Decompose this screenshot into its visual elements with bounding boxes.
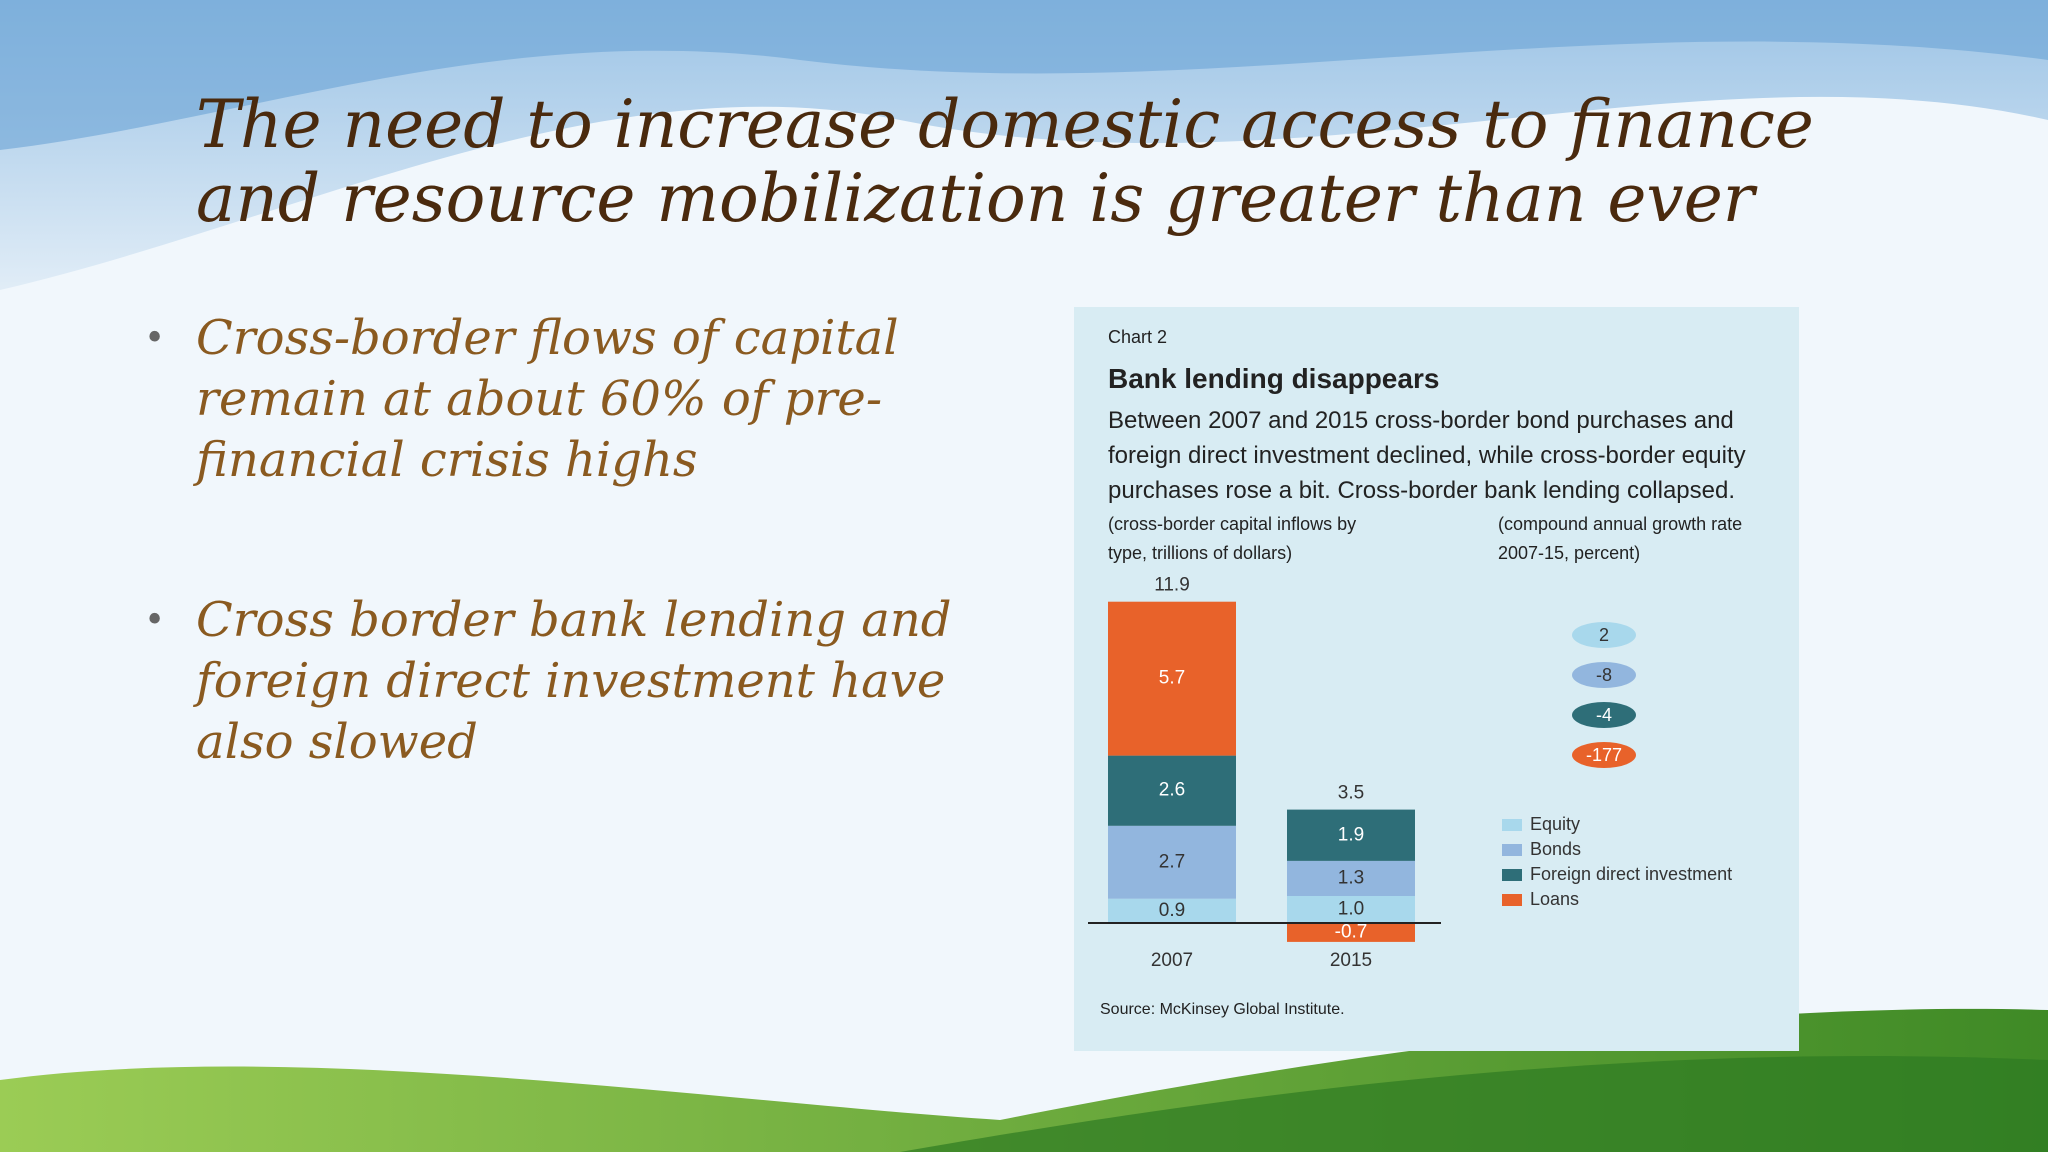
total-label: 3.5	[1338, 783, 1364, 804]
legend-label: Bonds	[1530, 839, 1581, 859]
total-label: 11.9	[1154, 575, 1190, 596]
bar-segment	[1287, 896, 1415, 923]
legend-swatch	[1502, 844, 1522, 856]
x-tick-label: 2015	[1330, 950, 1372, 971]
value-label: 1.9	[1338, 824, 1364, 845]
bar-segment	[1287, 923, 1415, 942]
bar-segment	[1287, 809, 1415, 861]
legend-swatch	[1502, 894, 1522, 906]
left-note: (cross-border capital inflows by type, t…	[1108, 514, 1357, 563]
right-note: (compound annual growth rate 2007-15, pe…	[1498, 514, 1743, 563]
legend-label: Equity	[1530, 814, 1580, 834]
bullet: Cross-border flows of capital remain at …	[144, 308, 996, 491]
growth-label: -4	[1596, 705, 1612, 725]
value-label: 0.9	[1159, 900, 1185, 921]
slide-title: The need to increase domestic access to …	[196, 86, 1814, 237]
growth-label: 2	[1599, 625, 1609, 645]
chart: Chart 2 Bank lending disappears Between …	[1074, 307, 1799, 1051]
bar-segment	[1108, 601, 1236, 756]
growth-label: -8	[1596, 665, 1612, 685]
value-label: 1.0	[1338, 899, 1364, 920]
chart-subtitle: Between 2007 and 2015 cross-border bond …	[1108, 407, 1746, 504]
value-label: -0.7	[1335, 921, 1368, 942]
legend-swatch	[1502, 869, 1522, 881]
value-label: 2.6	[1159, 780, 1185, 801]
growth-marker	[1572, 702, 1636, 728]
x-tick-label: 2007	[1151, 950, 1193, 971]
value-label: 5.7	[1159, 668, 1185, 689]
bullet: Cross border bank lending and foreign di…	[144, 590, 996, 773]
growth-marker	[1572, 662, 1636, 688]
growth-marker	[1572, 622, 1636, 648]
bar-segment	[1108, 898, 1236, 923]
legend-swatch	[1502, 819, 1522, 831]
legend-label: Loans	[1530, 889, 1579, 909]
chart-label: Chart 2	[1108, 327, 1168, 347]
growth-label: -177	[1586, 745, 1622, 765]
bar-segment	[1287, 860, 1415, 896]
bar-segment	[1108, 755, 1236, 826]
legend-label: Foreign direct investment	[1530, 864, 1732, 884]
plot: 0.9 2.7 2.6 5.7 11.9 2007 1.0 1.3 1.9 -0.7 3.5 2015…	[1088, 575, 1732, 971]
source: Source: McKinsey Global Institute.	[1100, 1001, 1345, 1018]
bar-segment	[1108, 825, 1236, 899]
chart-title: Bank lending disappears	[1108, 363, 1440, 394]
value-label: 2.7	[1159, 851, 1185, 872]
value-label: 1.3	[1338, 867, 1364, 888]
growth-marker	[1572, 742, 1636, 768]
